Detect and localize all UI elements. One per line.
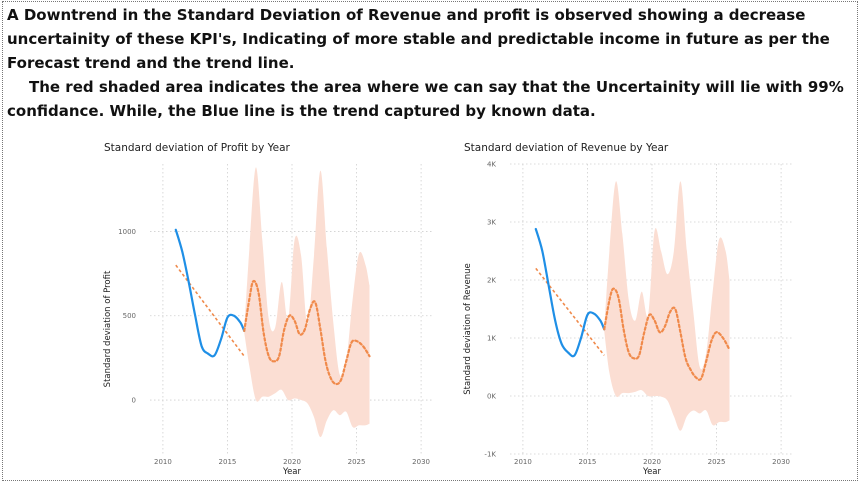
y-tick-label: 1000 [118,228,136,236]
narrative-paragraph-1: A Downtrend in the Standard Deviation of… [7,6,830,72]
x-tick-label: 2010 [514,458,532,466]
narrative-text-box: A Downtrend in the Standard Deviation of… [7,3,852,123]
x-tick-label: 2010 [154,458,172,466]
y-tick-label: 500 [123,312,136,320]
narrative-paragraph-2: The red shaded area indicates the area w… [7,78,844,120]
x-tick-label: 2025 [708,458,726,466]
actual-line[interactable] [174,228,246,358]
y-tick-label: -1K [484,451,496,459]
confidence-band [244,167,370,438]
chart-title: Standard deviation of Revenue by Year [464,142,669,154]
y-axis-title: Standard deviation of Profit [103,270,113,387]
x-tick-label: 2030 [772,458,790,466]
y-tick-label: 3K [487,219,496,227]
x-tick-label: 2020 [643,458,661,466]
x-axis-title: Year [282,467,302,477]
y-tick-label: 0K [487,393,496,401]
confidence-band [604,181,730,431]
x-tick-label: 2015 [579,458,597,466]
x-tick-label: 2015 [219,458,237,466]
profit-std-chart[interactable]: Standard deviation of Profit by Year 0 500… [92,134,437,479]
x-tick-label: 2025 [348,458,366,466]
y-tick-label: 1K [487,335,496,343]
revenue-std-chart[interactable]: Standard deviation of Revenue by Year -1K… [452,134,797,479]
actual-line[interactable] [534,227,606,358]
y-tick-label: 0 [132,397,136,405]
trend-line [175,264,245,357]
x-axis-title: Year [642,467,662,477]
y-tick-label: 2K [487,277,496,285]
x-tick-label: 2030 [412,458,430,466]
y-axis-title: Standard deviation of Revenue [463,263,473,395]
chart-title: Standard deviation of Profit by Year [104,142,291,154]
trend-line [535,267,605,356]
forecast-line[interactable] [603,287,731,381]
y-tick-label: 4K [487,161,496,169]
forecast-line[interactable] [243,279,371,386]
x-tick-label: 2020 [283,458,301,466]
